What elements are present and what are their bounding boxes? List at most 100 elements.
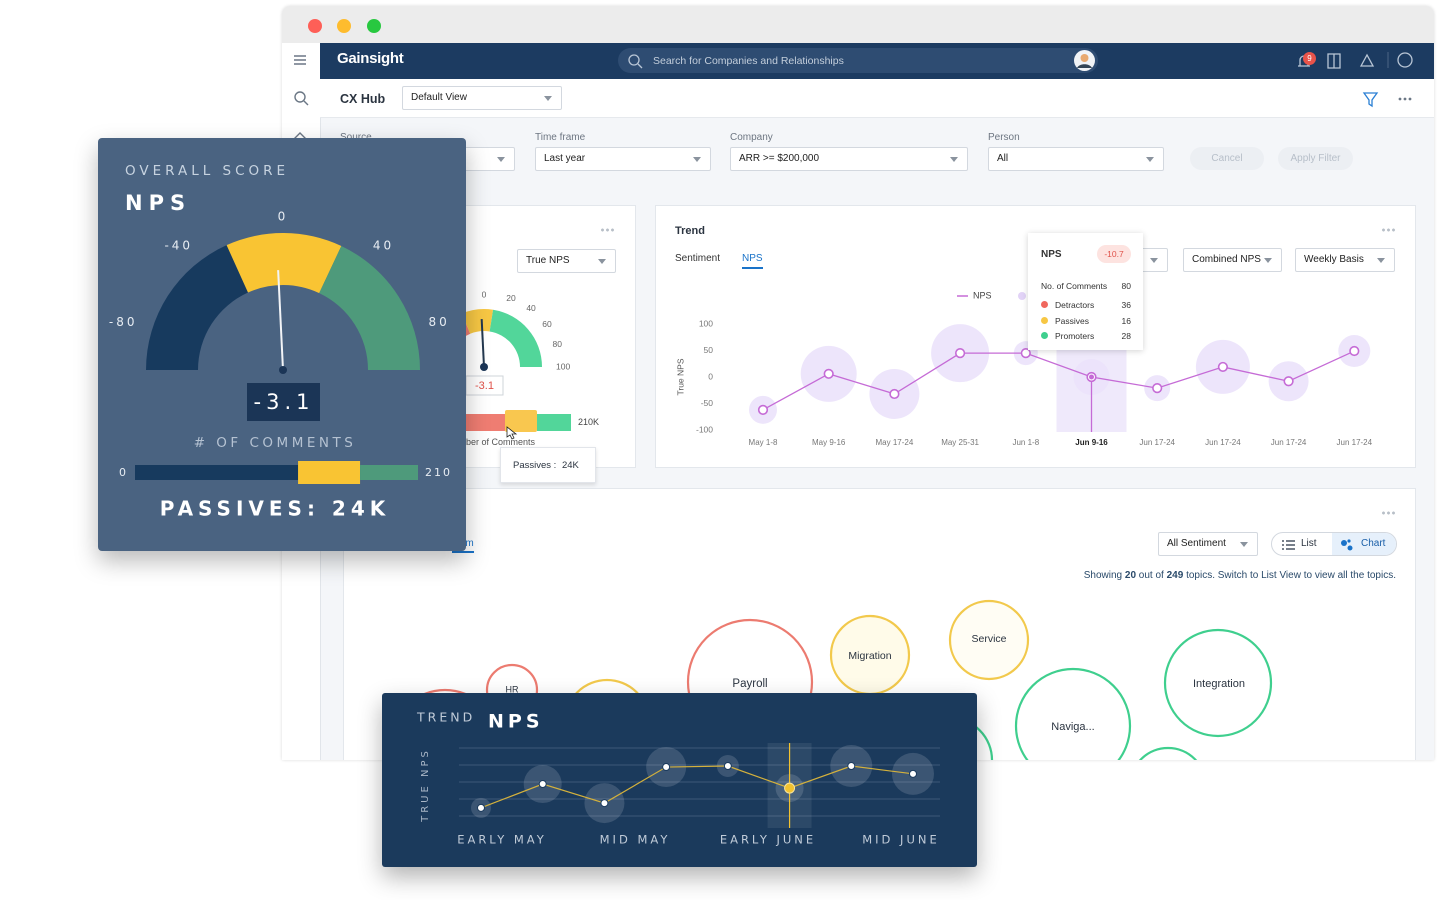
card-title: NPS (488, 711, 544, 733)
view-dropdown[interactable]: Default View (402, 86, 562, 110)
comments-segment (298, 461, 361, 484)
point (1217, 361, 1228, 373)
gauge-needle (277, 270, 284, 371)
x-tick-label: MID JUNE (862, 833, 940, 847)
filter-icon[interactable] (1362, 92, 1379, 108)
search-icon[interactable] (294, 91, 306, 103)
tooltip-total-label: No. of Comments (1041, 281, 1108, 291)
y-tick-label: 0 (708, 371, 713, 381)
menu-icon[interactable] (294, 55, 306, 65)
cancel-button[interactable]: Cancel (1190, 147, 1264, 170)
filter-dropdown[interactable]: All (988, 147, 1164, 171)
point (600, 799, 609, 808)
gauge-tick-label: -40 (164, 239, 193, 253)
summary-text: Showing (1083, 570, 1123, 581)
point (823, 368, 834, 379)
help-icon[interactable] (1397, 52, 1413, 68)
point (1020, 348, 1031, 359)
tab[interactable]: Sentiment (675, 253, 721, 264)
gauge-needle (480, 319, 485, 368)
browser-titlebar (282, 6, 1434, 43)
search-box[interactable] (618, 48, 1098, 73)
avatar[interactable] (1073, 49, 1096, 72)
trend-dropdown[interactable]: Weekly Basis (1295, 248, 1395, 272)
x-tick-label: Jun 17-24 (1205, 438, 1241, 447)
gauge-hub (480, 363, 488, 371)
summary-text: topics. Switch to List View to view all … (1186, 570, 1396, 581)
score-box (465, 375, 504, 396)
topic-bubble[interactable] (1130, 746, 1206, 760)
gauge-tick-label: 0 (482, 289, 487, 299)
point (723, 762, 732, 771)
card-kicker: TREND (416, 710, 475, 725)
selected-point (1089, 374, 1094, 380)
bar-max-label: 210K (578, 417, 600, 427)
trend-card: TREND NPS TRUE NPS EARLY MAY MID MAY EARLY… (382, 693, 977, 867)
gauge-band (226, 232, 342, 294)
topic-bubble[interactable] (1163, 628, 1273, 738)
topic-bubble[interactable] (948, 599, 1030, 681)
tooltip-title: NPS (1041, 249, 1062, 260)
score-card: OVERALL SCORE NPS # OF COMMENTS PASSIVES… (98, 138, 466, 551)
topic-label: Migration (848, 650, 891, 662)
point (477, 803, 485, 812)
gauge-tick-label: 40 (373, 239, 394, 253)
legend-dot (1041, 301, 1048, 308)
tooltip-total: 80 (1121, 281, 1131, 291)
filter-dropdown[interactable]: Last year (535, 147, 711, 171)
trend-line (480, 765, 914, 809)
x-tick-label: May 17-24 (876, 438, 914, 447)
comments-label: # OF COMMENTS (194, 435, 357, 451)
tab-active[interactable]: NPS (742, 253, 763, 269)
toolbar-icons (1362, 92, 1412, 108)
nps-type-dropdown[interactable]: True NPS (517, 249, 616, 273)
panel-menu[interactable] (1381, 511, 1395, 515)
x-tick-label: Jun 17-24 (1139, 438, 1175, 447)
filter-dropdown[interactable]: ARR >= $200,000 (730, 147, 968, 171)
topic-label: HR (506, 684, 519, 694)
search-icon (628, 54, 643, 69)
point (1349, 345, 1360, 357)
topic-label: Service (971, 633, 1006, 645)
point (538, 780, 547, 789)
score-box (247, 383, 320, 421)
panel-menu[interactable] (600, 228, 614, 232)
apply-button[interactable]: Apply Filter (1278, 147, 1353, 170)
comments-tick-label: 0 (119, 466, 128, 479)
list-view-button[interactable]: List (1301, 538, 1317, 549)
gauge-hub (279, 366, 287, 374)
x-tick-label: Jun 17-24 (1337, 438, 1373, 447)
view-toggle: List Chart (1271, 532, 1397, 556)
summary-text: out of (1138, 570, 1164, 581)
summary-count: 20 (1124, 570, 1137, 581)
toggle-icons (1282, 539, 1353, 551)
x-tick-label: May 9-16 (812, 438, 846, 447)
gauge-band (461, 309, 494, 334)
tooltip-score: -10.7 (1097, 245, 1131, 263)
gauge-tick-label: 100 (556, 361, 570, 371)
tooltip-item-label: Promoters (1055, 331, 1095, 341)
trend-dropdown[interactable]: Combined NPS (1183, 248, 1282, 272)
topic-label: Payroll (732, 678, 767, 690)
panel-menu[interactable] (1381, 228, 1395, 232)
x-tick-label: MID MAY (600, 833, 671, 847)
topic-bubble[interactable] (1014, 667, 1132, 760)
minimize-button[interactable] (337, 19, 351, 33)
topic-label: Naviga... (1051, 721, 1094, 733)
comments-tick-label: 210 (425, 466, 452, 479)
x-tick-label: May 1-8 (749, 438, 778, 447)
sentiment-dropdown[interactable]: All Sentiment (1158, 532, 1258, 556)
home-icon[interactable] (293, 132, 307, 140)
point (909, 769, 917, 778)
more-icon[interactable] (1398, 97, 1412, 101)
book-icon[interactable] (1327, 53, 1341, 69)
tooltip-value: 24K (561, 460, 579, 471)
logo[interactable]: Gainsight (337, 50, 404, 67)
legend-swatch (1018, 292, 1026, 300)
close-button[interactable] (308, 19, 322, 33)
gauge-tick-label: 60 (542, 319, 552, 329)
maximize-button[interactable] (367, 19, 381, 33)
card-footer: PASSIVES: 24K (160, 497, 391, 521)
tooltip-item-label: Passives (1055, 315, 1090, 326)
network-icon[interactable] (1359, 53, 1375, 67)
